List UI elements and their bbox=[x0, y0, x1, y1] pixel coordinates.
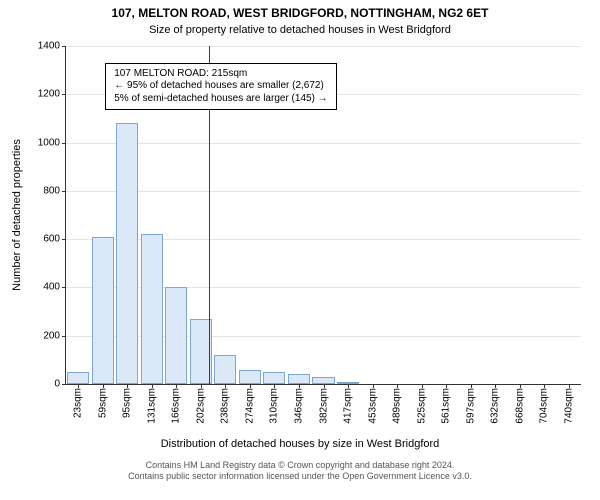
gridline bbox=[66, 46, 581, 47]
chart-title: 107, MELTON ROAD, WEST BRIDGFORD, NOTTIN… bbox=[0, 6, 600, 20]
plot-area: 020040060080010001200140023sqm59sqm95sqm… bbox=[65, 46, 581, 385]
histogram-bar bbox=[165, 287, 187, 384]
gridline bbox=[66, 143, 581, 144]
xtick-label: 202sqm bbox=[195, 388, 206, 424]
xtick-label: 489sqm bbox=[392, 388, 403, 424]
xtick-label: 274sqm bbox=[244, 388, 255, 424]
histogram-bar bbox=[263, 372, 285, 384]
ytick-label: 0 bbox=[54, 379, 66, 390]
xtick-label: 417sqm bbox=[343, 388, 354, 424]
xtick-label: 704sqm bbox=[539, 388, 550, 424]
footer-line: Contains HM Land Registry data © Crown c… bbox=[0, 460, 600, 471]
histogram-bar bbox=[116, 123, 138, 384]
ytick-label: 800 bbox=[43, 185, 66, 196]
xtick-label: 23sqm bbox=[73, 388, 84, 418]
xtick-label: 346sqm bbox=[293, 388, 304, 424]
footer-attribution: Contains HM Land Registry data © Crown c… bbox=[0, 460, 600, 483]
xtick-label: 131sqm bbox=[146, 388, 157, 424]
xtick-label: 561sqm bbox=[441, 388, 452, 424]
xtick-label: 668sqm bbox=[514, 388, 525, 424]
xtick-label: 238sqm bbox=[220, 388, 231, 424]
annotation-line: 5% of semi-detached houses are larger (1… bbox=[114, 93, 327, 106]
xtick-label: 166sqm bbox=[171, 388, 182, 424]
gridline bbox=[66, 191, 581, 192]
chart-subtitle: Size of property relative to detached ho… bbox=[0, 24, 600, 36]
ytick-label: 1200 bbox=[38, 89, 66, 100]
xtick-label: 95sqm bbox=[122, 388, 133, 418]
xtick-label: 382sqm bbox=[318, 388, 329, 424]
annotation-line: ← 95% of detached houses are smaller (2,… bbox=[114, 80, 327, 93]
ytick-label: 600 bbox=[43, 234, 66, 245]
chart-container: 107, MELTON ROAD, WEST BRIDGFORD, NOTTIN… bbox=[0, 0, 600, 500]
histogram-bar bbox=[92, 237, 114, 384]
annotation-line: 107 MELTON ROAD: 215sqm bbox=[114, 68, 327, 81]
histogram-bar bbox=[67, 372, 89, 384]
xtick-label: 740sqm bbox=[563, 388, 574, 424]
xtick-label: 597sqm bbox=[465, 388, 476, 424]
histogram-bar bbox=[214, 355, 236, 384]
xtick-label: 310sqm bbox=[269, 388, 280, 424]
annotation-box: 107 MELTON ROAD: 215sqm← 95% of detached… bbox=[105, 63, 336, 111]
xtick-label: 453sqm bbox=[367, 388, 378, 424]
xtick-label: 525sqm bbox=[416, 388, 427, 424]
histogram-bar bbox=[141, 234, 163, 384]
xtick-label: 632sqm bbox=[490, 388, 501, 424]
ytick-label: 200 bbox=[43, 330, 66, 341]
ytick-label: 1400 bbox=[38, 41, 66, 52]
x-axis-label: Distribution of detached houses by size … bbox=[0, 438, 600, 450]
xtick-label: 59sqm bbox=[97, 388, 108, 418]
histogram-bar bbox=[288, 374, 310, 384]
ytick-label: 400 bbox=[43, 282, 66, 293]
footer-line: Contains public sector information licen… bbox=[0, 471, 600, 482]
ytick-label: 1000 bbox=[38, 137, 66, 148]
histogram-bar bbox=[239, 370, 261, 384]
y-axis-label: Number of detached properties bbox=[11, 139, 23, 291]
histogram-bar bbox=[312, 377, 334, 384]
